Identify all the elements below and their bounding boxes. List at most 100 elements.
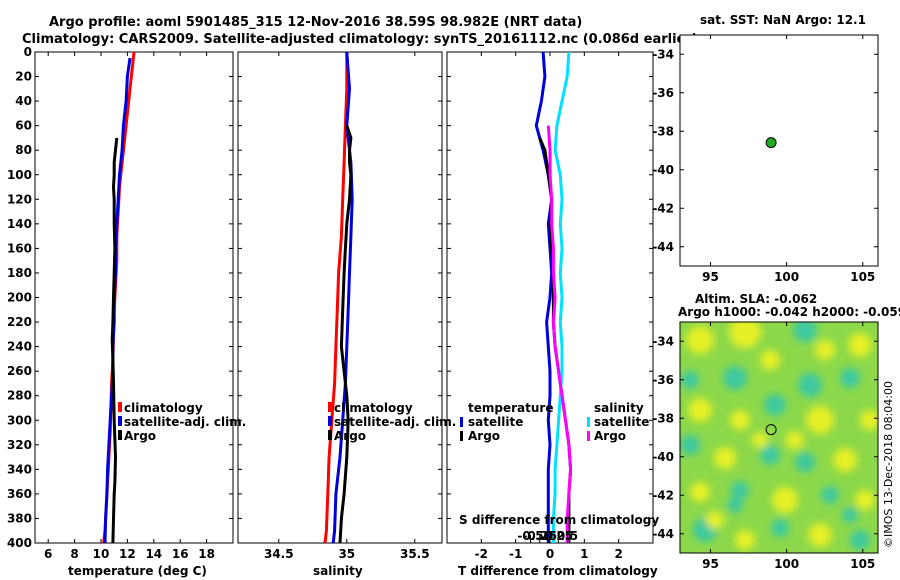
x-tick-label: 100 <box>774 557 799 571</box>
legend-title-salinity: salinity <box>594 401 644 415</box>
sla-field-blob <box>795 452 815 472</box>
sla-field-blob <box>821 486 839 504</box>
y-tick-label: -38 <box>652 124 674 138</box>
sla-field-blob <box>729 322 761 348</box>
sla-map-title-line1: Altim. SLA: -0.062 <box>695 292 817 306</box>
plot-frame <box>34 51 234 544</box>
x-tick-label: 100 <box>774 270 799 284</box>
sla-field-blob <box>727 497 743 513</box>
y-tick-label: -40 <box>652 450 674 464</box>
sla-field-blob <box>860 410 878 430</box>
y-tick-label: 80 <box>15 143 32 157</box>
y-tick-label: -38 <box>652 411 674 425</box>
sla-field-blob <box>786 431 804 449</box>
y-tick-label: 40 <box>15 94 32 108</box>
sla-field-blob <box>723 366 747 390</box>
y-tick-label: -44 <box>652 240 674 254</box>
legend-swatch-climatology <box>328 402 332 412</box>
sla-field-blob <box>681 371 699 389</box>
y-tick-label: -42 <box>652 201 674 215</box>
copyright-credit: ©IMOS 13-Dec-2018 08:04:00 <box>882 381 895 548</box>
y-tick-label: -36 <box>652 86 674 100</box>
legend-swatch-argo <box>118 430 122 440</box>
x-tick-label: 18 <box>198 547 215 561</box>
legend-swatch-temp-satellite <box>460 417 463 427</box>
sla-field-blob <box>735 530 755 550</box>
sla-field-blobs <box>680 322 878 550</box>
sla-field-blob <box>714 447 736 469</box>
sla-field-blob <box>808 523 832 547</box>
sla-field-blob <box>850 530 870 550</box>
y-tick-label: 280 <box>7 389 32 403</box>
sla-field-blob <box>840 368 860 388</box>
sla-field-blob <box>686 326 714 354</box>
x-tick-label: -2 <box>475 547 488 561</box>
s-tick-label: -0.5 <box>517 529 543 543</box>
x-tick-label: 35.5 <box>400 547 430 561</box>
y-tick-label: 340 <box>7 462 32 476</box>
y-tick-label: 60 <box>15 119 32 133</box>
temperature-xlabel: temperature (deg C) <box>68 564 207 578</box>
sla-field-blob <box>806 406 834 434</box>
series-line-argo <box>110 137 119 544</box>
y-tick-label: 320 <box>7 438 32 452</box>
y-tick-label: 300 <box>7 413 32 427</box>
legend-label-satellite: satellite-adj. clim. <box>334 415 456 429</box>
series-line-salinity-argo <box>546 125 573 543</box>
sla-field-blob <box>772 487 798 513</box>
difference-xlabel-top: S difference from climatology <box>459 513 659 527</box>
y-tick-label: 360 <box>7 487 32 501</box>
legend-label-climatology: climatology <box>334 401 413 415</box>
legend-swatch-sal-satellite <box>587 417 590 427</box>
argo-position-marker <box>765 424 777 436</box>
legend-label-argo: Argo <box>334 429 366 443</box>
x-tick-label: 12 <box>119 547 136 561</box>
x-tick-label: 105 <box>850 270 875 284</box>
legend-label-sal-satellite: satellite <box>594 415 649 429</box>
legend-label-temp-argo: Argo <box>468 429 500 443</box>
sla-field-blob <box>760 445 780 465</box>
sla-map-title-line2: Argo h1000: -0.042 h2000: -0.059 <box>678 305 900 319</box>
legend-swatch-argo <box>328 430 332 440</box>
sst-map-title: sat. SST: NaN Argo: 12.1 <box>700 13 866 27</box>
s-tick-label: 0 <box>545 529 553 543</box>
legend-label-argo: Argo <box>124 429 156 443</box>
y-tick-label: 20 <box>15 70 32 84</box>
sla-field-blob <box>730 410 750 430</box>
s-tick-label: 0.5 <box>557 529 578 543</box>
legend-swatch-temp-argo <box>460 431 463 441</box>
series-line-salinity-satellite <box>551 51 571 543</box>
series-line-temperature-satellite <box>534 51 554 543</box>
y-tick-label: 200 <box>7 291 32 305</box>
legend-swatch-climatology <box>118 402 122 412</box>
x-tick-label: 0 <box>546 547 554 561</box>
sla-field-blob <box>764 394 786 416</box>
sla-field-blob <box>798 373 822 397</box>
x-tick-label: 8 <box>70 547 78 561</box>
sla-field-blob <box>680 435 700 455</box>
map-frame <box>679 34 879 267</box>
y-tick-label: -40 <box>652 163 674 177</box>
y-tick-label: 0 <box>24 45 32 59</box>
y-tick-label: 100 <box>7 168 32 182</box>
x-tick-label: 105 <box>850 557 875 571</box>
sla-field-blob <box>731 481 749 499</box>
difference-legend: temperature satellite Argo salinity sate… <box>460 401 649 443</box>
sla-field-blob <box>793 322 817 342</box>
legend-label-climatology: climatology <box>124 401 203 415</box>
y-tick-label: -36 <box>652 373 674 387</box>
sla-field-blob <box>771 519 789 537</box>
series-line-argo <box>338 125 353 544</box>
temperature-panel: 0 20 40 60 80 100 120 140 160 180 200 220 240 260 280 3… <box>7 45 234 561</box>
y-tick-label: -42 <box>652 488 674 502</box>
legend-title-temperature: temperature <box>468 401 553 415</box>
y-tick-label: 220 <box>7 315 32 329</box>
figure-title-line2: Climatology: CARS2009. Satellite-adjuste… <box>22 32 698 47</box>
x-tick-label: 16 <box>172 547 189 561</box>
y-tick-label: 120 <box>7 192 32 206</box>
map-frame <box>679 321 879 554</box>
y-tick-label: -34 <box>652 334 674 348</box>
difference-xlabel: T difference from climatology <box>458 564 658 578</box>
